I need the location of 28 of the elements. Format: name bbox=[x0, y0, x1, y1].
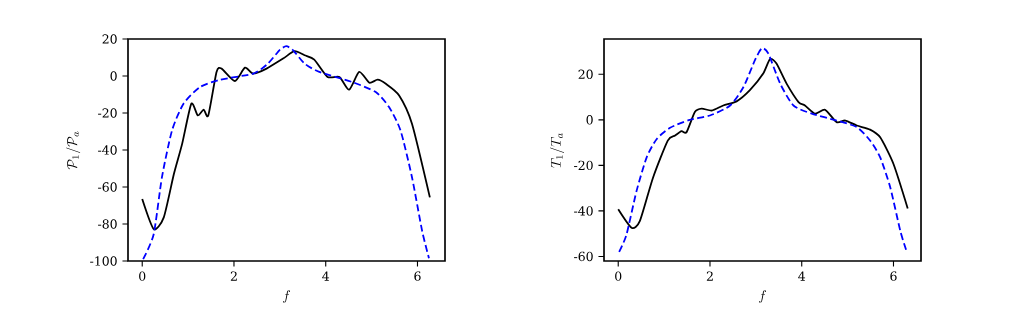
y-tick-label: -100 bbox=[90, 256, 117, 266]
y-tick-label: -60 bbox=[574, 251, 593, 262]
x-tick-label: 2 bbox=[230, 271, 237, 281]
y-tick-label: 20 bbox=[578, 69, 593, 79]
line-series bbox=[142, 45, 430, 261]
y-tick-label: -20 bbox=[574, 160, 593, 171]
y-axis-title: $T_1/T_a$ bbox=[550, 133, 565, 168]
x-axis-title: $f$ bbox=[283, 290, 291, 303]
y-tick-label: 0 bbox=[586, 115, 593, 125]
line-series bbox=[618, 47, 908, 253]
y-tick-label: 20 bbox=[102, 34, 117, 44]
line-series bbox=[141, 50, 431, 230]
x-axis-title: $f$ bbox=[759, 290, 767, 303]
x-tick-label: 6 bbox=[890, 271, 897, 281]
x-tick-label: 4 bbox=[798, 271, 806, 281]
x-tick-label: 0 bbox=[615, 271, 622, 281]
y-tick-label: -60 bbox=[98, 182, 117, 192]
x-tick-label: 6 bbox=[414, 271, 421, 281]
y-tick-label: -80 bbox=[98, 219, 117, 229]
line-series bbox=[617, 58, 909, 229]
x-tick-label: 4 bbox=[322, 271, 330, 281]
y-tick-label: 0 bbox=[110, 71, 117, 81]
y-tick-label: -40 bbox=[98, 145, 117, 155]
x-tick-label: 2 bbox=[706, 271, 713, 281]
y-tick-label: -20 bbox=[98, 108, 117, 118]
y-tick-label: -40 bbox=[574, 206, 593, 216]
y-axis-title: $\mathcal{P}_1/\mathcal{P}_a$ bbox=[66, 131, 81, 170]
x-tick-label: 0 bbox=[139, 271, 146, 281]
